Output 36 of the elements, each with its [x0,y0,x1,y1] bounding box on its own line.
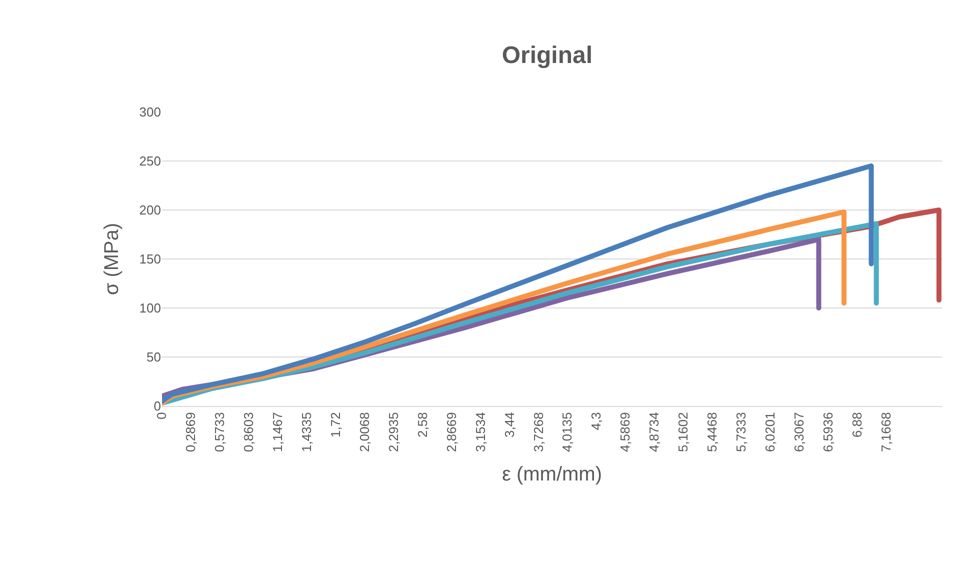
y-tick-label: 150 [139,252,161,267]
x-tick-label: 1,72 [328,412,344,438]
x-tick-label: 4,3 [588,412,604,430]
x-tick-label: 0,5733 [212,412,228,452]
y-tick-label: 250 [139,154,161,169]
x-tick-label: 5,4468 [704,412,720,452]
x-tick-label: 0,8603 [241,412,256,452]
x-tick-label: 6,5936 [820,412,836,452]
y-tick-label: 200 [139,202,161,218]
x-tick-label: 5,7333 [733,412,748,452]
x-axis-title: ε (mm/mm) [502,463,602,486]
x-tick-label: 6,88 [849,412,864,438]
x-tick-label: 1,4335 [299,412,314,452]
y-tick-label: 100 [139,300,161,316]
x-tick-label: 2,58 [414,412,430,438]
x-tick-label: 1,1467 [270,412,286,452]
x-tick-label: 3,44 [502,412,517,438]
y-tick-label: 0 [154,398,161,414]
x-tick-label: 4,5869 [618,412,633,452]
x-tick-label: 2,8669 [444,412,459,452]
x-tick-label: 4,0135 [560,412,575,452]
x-tick-label: 3,1534 [472,412,488,452]
y-tick-label: 300 [139,104,161,120]
chart-title: Original [502,42,593,70]
x-tick-label: 0,2869 [183,412,198,452]
y-tick-label: 50 [146,350,161,365]
x-tick-label: 6,3067 [791,412,806,452]
x-tick-label: 3,7268 [530,412,546,452]
x-tick-label: 2,0068 [356,412,372,452]
x-tick-label: 2,2935 [386,412,401,452]
x-tick-label: 6,0201 [762,412,778,452]
x-tick-label: 0 [154,412,170,420]
x-tick-label: 7,1668 [878,412,894,452]
x-tick-label: 5,1602 [676,412,691,452]
y-axis-title: σ (MPa) [100,222,123,296]
x-tick-label: 4,8734 [646,412,662,452]
